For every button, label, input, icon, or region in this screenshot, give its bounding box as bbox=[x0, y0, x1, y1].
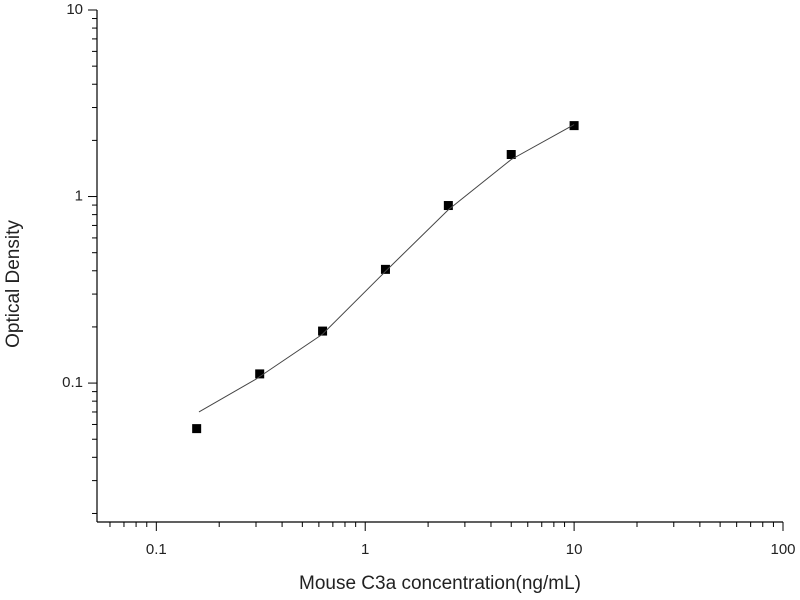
x-tick-label: 1 bbox=[361, 541, 369, 558]
data-point bbox=[318, 326, 328, 336]
x-tick-label: 100 bbox=[770, 541, 795, 558]
y-tick-label: 1 bbox=[75, 188, 83, 205]
x-tick-label: 0.1 bbox=[146, 541, 167, 558]
data-point bbox=[506, 150, 516, 160]
data-point bbox=[192, 424, 202, 434]
y-tick-label: 0.1 bbox=[62, 374, 83, 391]
y-tick-label: 10 bbox=[66, 1, 83, 18]
data-point bbox=[443, 201, 453, 211]
data-point bbox=[569, 121, 579, 131]
y-axis-title: Optical Density bbox=[3, 220, 24, 348]
fit-curve bbox=[198, 124, 575, 413]
data-point bbox=[380, 264, 390, 274]
data-point bbox=[255, 369, 265, 379]
x-axis-title: Mouse C3a concentration(ng/mL) bbox=[299, 573, 581, 594]
x-tick-label: 10 bbox=[566, 541, 583, 558]
